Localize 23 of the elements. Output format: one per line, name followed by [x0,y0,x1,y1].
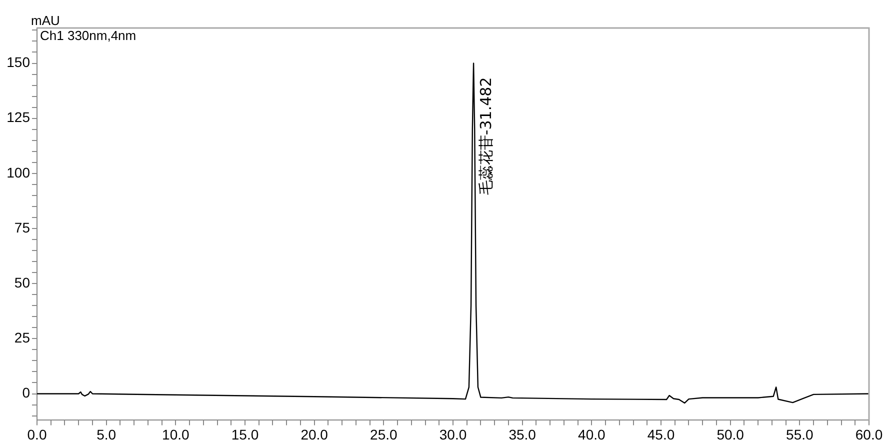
y-tick-label: 150 [6,54,30,70]
y-axis-title: mAU [31,13,60,28]
annotation: Ch1 330nm,4nm [40,28,136,44]
x-tick-label: 60.0 [855,426,883,442]
y-tick-label: 50 [14,274,30,290]
y-tick-label: 100 [6,164,30,180]
annotation: 毛蕊花苷-31.482 [476,77,495,196]
x-tick-label: 45.0 [647,426,675,442]
x-tick-label: 25.0 [370,426,398,442]
y-tick-label: 25 [14,330,30,346]
x-tick-label: 55.0 [786,426,814,442]
y-tick-label: 75 [14,219,30,236]
x-tick-label: 50.0 [716,426,744,442]
x-tick-label: 35.0 [508,426,536,442]
x-tick-label: 30.0 [439,426,467,442]
y-tick-label: 0 [22,384,30,401]
x-tick-label: 0.0 [27,426,47,442]
x-tick-label: 20.0 [300,426,328,442]
x-tick-label: 10.0 [162,426,190,442]
x-tick-label: 5.0 [96,426,116,442]
y-tick-label: 125 [6,109,30,126]
x-tick-label: 15.0 [231,426,259,442]
x-tick-label: 40.0 [578,426,606,442]
